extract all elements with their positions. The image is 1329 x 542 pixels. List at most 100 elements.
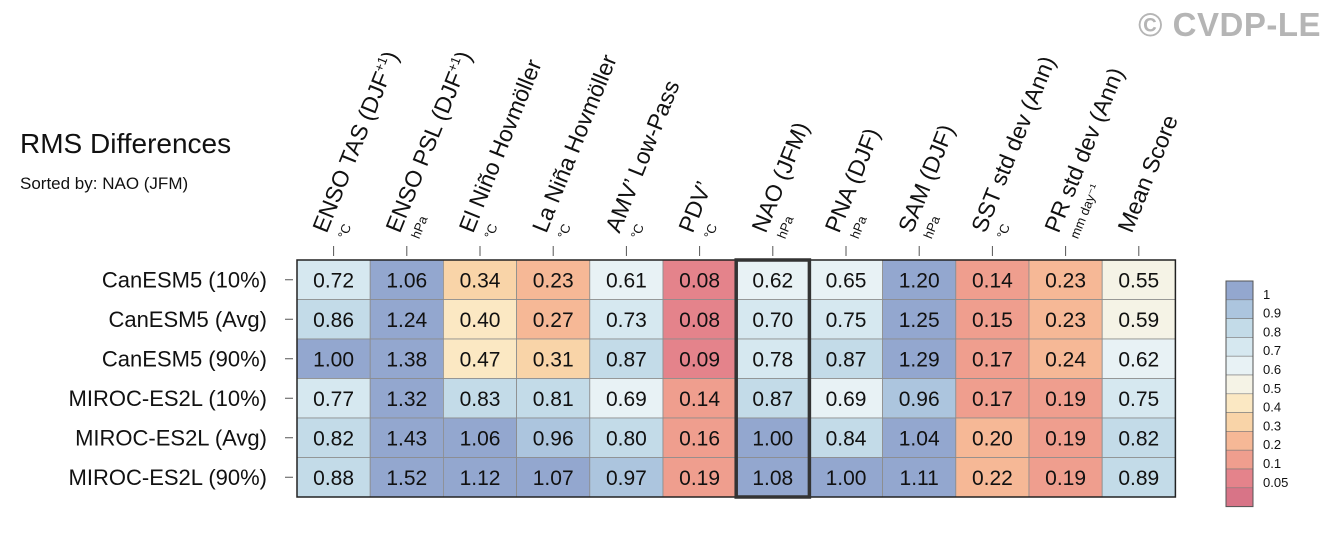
cell-value-label: 1.00 bbox=[752, 427, 793, 450]
cell-value-label: 1.20 bbox=[899, 269, 940, 292]
row-label: CanESM5 (10%) bbox=[102, 267, 267, 292]
cell-value-label: 1.38 bbox=[386, 348, 427, 371]
heatmap-cell bbox=[1101, 338, 1176, 379]
cell-value-label: 0.62 bbox=[1118, 348, 1159, 371]
cell-value-label: 0.20 bbox=[972, 427, 1013, 450]
colorbar-tick-label: 0.6 bbox=[1263, 362, 1281, 377]
colorbar-swatch bbox=[1225, 337, 1254, 357]
cell-value-label: 1.06 bbox=[386, 269, 427, 292]
cell-value-label: 0.69 bbox=[826, 388, 867, 411]
colorbar-swatch bbox=[1225, 487, 1254, 507]
colorbar-swatch bbox=[1225, 449, 1254, 470]
column-label-group: NAO (JFM)hPa bbox=[746, 118, 814, 240]
cell-value-label: 1.08 bbox=[752, 467, 793, 490]
heatmap-cell bbox=[589, 457, 664, 498]
column-label: AMV’ Low-Pass bbox=[600, 76, 685, 235]
cell-value-label: 0.62 bbox=[752, 269, 793, 292]
cell-value-label: 0.22 bbox=[972, 467, 1013, 490]
cell-value-label: 0.69 bbox=[606, 388, 647, 411]
cell-value-label: 0.08 bbox=[679, 309, 720, 332]
heatmap-cell bbox=[1101, 417, 1176, 458]
colorbar-tick-label: 0.7 bbox=[1263, 343, 1281, 358]
cell-value-label: 0.19 bbox=[1045, 388, 1086, 411]
cell-value-label: 1.25 bbox=[899, 309, 940, 332]
colorbar-tick-label: 0.5 bbox=[1263, 381, 1281, 396]
heatmap-cell bbox=[735, 299, 810, 340]
row-label: CanESM5 (Avg) bbox=[108, 307, 267, 332]
column-label-group: PDV’°C bbox=[673, 178, 720, 241]
cell-value-label: 0.55 bbox=[1118, 269, 1159, 292]
heatmap-cell bbox=[296, 457, 371, 498]
heatmap-cell bbox=[516, 417, 591, 458]
cell-value-label: 0.65 bbox=[826, 269, 867, 292]
column-label-text: Mean Score bbox=[1112, 111, 1183, 236]
colorbar-swatch bbox=[1225, 299, 1254, 319]
heatmap-cell bbox=[882, 457, 957, 498]
column-label-superscript: +1 bbox=[371, 54, 390, 73]
cell-value-label: 0.19 bbox=[1045, 427, 1086, 450]
heatmap-cell bbox=[662, 338, 737, 379]
cell-value-label: 0.75 bbox=[1118, 388, 1159, 411]
colorbar-tick-label: 1 bbox=[1263, 287, 1270, 302]
column-label-group: Mean Score bbox=[1112, 111, 1183, 236]
heatmap-cell bbox=[735, 378, 810, 419]
column-unit-label: °C bbox=[335, 222, 354, 241]
heatmap-cell bbox=[296, 338, 371, 379]
column-unit-label: °C bbox=[701, 222, 720, 241]
cell-value-label: 1.24 bbox=[386, 309, 427, 332]
heatmap-cell bbox=[882, 338, 957, 379]
heatmap-cell bbox=[1028, 417, 1103, 458]
heatmap-cell bbox=[955, 338, 1030, 379]
cell-value-label: 0.14 bbox=[972, 269, 1013, 292]
cell-value-label: 0.23 bbox=[533, 269, 574, 292]
row-label: MIROC-ES2L (Avg) bbox=[75, 425, 267, 450]
cell-value-label: 0.70 bbox=[752, 309, 793, 332]
heatmap-cell bbox=[809, 417, 884, 458]
colorbar-tick-label: 0.4 bbox=[1263, 400, 1281, 415]
column-label-group: SAM (DJF)hPa bbox=[893, 121, 960, 241]
chart-subtitle: Sorted by: NAO (JFM) bbox=[20, 174, 189, 193]
heatmap-cell bbox=[1028, 259, 1103, 300]
colorbar-swatch bbox=[1225, 318, 1254, 338]
heatmap-cell bbox=[662, 457, 737, 498]
column-label: Mean Score bbox=[1112, 111, 1183, 236]
cell-value-label: 0.31 bbox=[533, 348, 574, 371]
column-label-text: AMV’ Low-Pass bbox=[600, 76, 685, 235]
cell-value-label: 1.00 bbox=[826, 467, 867, 490]
highlight-column-box bbox=[734, 258, 812, 499]
cell-value-label: 1.00 bbox=[313, 348, 354, 371]
heatmap-cell bbox=[662, 378, 737, 419]
heatmap-cell bbox=[296, 417, 371, 458]
cell-value-label: 0.82 bbox=[1118, 427, 1159, 450]
colorbar-tick-label: 0.2 bbox=[1263, 437, 1281, 452]
watermark: © CVDP-LE bbox=[1138, 6, 1321, 43]
cell-value-label: 0.82 bbox=[313, 427, 354, 450]
heatmap-cell bbox=[296, 299, 371, 340]
heatmap-cell bbox=[955, 457, 1030, 498]
chart-title: RMS Differences bbox=[20, 128, 232, 159]
cell-value-label: 0.97 bbox=[606, 467, 647, 490]
column-label-text: ENSO TAS (DJF bbox=[307, 68, 395, 236]
cell-value-label: 0.87 bbox=[826, 348, 867, 371]
column-label: PNA (DJF) bbox=[820, 124, 885, 236]
colorbar-border bbox=[1225, 280, 1254, 508]
heatmap-cell bbox=[662, 299, 737, 340]
heatmap-cell bbox=[735, 457, 810, 498]
heatmap-cell bbox=[955, 417, 1030, 458]
cell-value-label: 0.09 bbox=[679, 348, 720, 371]
cell-value-label: 1.12 bbox=[460, 467, 501, 490]
heatmap-cell bbox=[809, 457, 884, 498]
colorbar-tick-label: 0.3 bbox=[1263, 418, 1281, 433]
cell-value-label: 0.17 bbox=[972, 388, 1013, 411]
cell-value-label: 0.96 bbox=[533, 427, 574, 450]
column-unit-label: °C bbox=[554, 222, 573, 241]
column-label-group: PNA (DJF)hPa bbox=[820, 124, 885, 241]
colorbar-tick-label: 0.1 bbox=[1263, 456, 1281, 471]
cell-value-label: 1.32 bbox=[386, 388, 427, 411]
cell-value-label: 0.83 bbox=[460, 388, 501, 411]
cell-value-label: 0.27 bbox=[533, 309, 574, 332]
cell-value-label: 0.75 bbox=[826, 309, 867, 332]
cell-value-label: 1.43 bbox=[386, 427, 427, 450]
cell-value-label: 0.19 bbox=[1045, 467, 1086, 490]
colorbar-swatch bbox=[1225, 431, 1254, 451]
